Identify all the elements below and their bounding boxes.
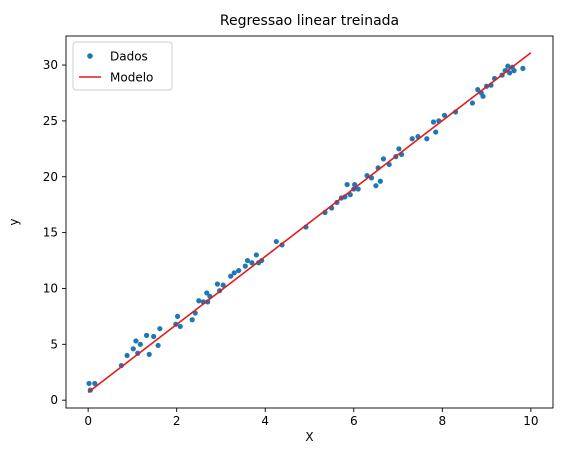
legend-item: Dados — [87, 50, 148, 64]
legend-marker — [87, 53, 93, 59]
x-tick-label: 2 — [173, 414, 181, 428]
y-tick-label: 25 — [43, 114, 58, 128]
data-point — [146, 351, 152, 357]
x-tick-label: 0 — [84, 414, 92, 428]
data-point — [344, 181, 350, 188]
chart-title: Regressao linear treinada — [220, 13, 399, 29]
data-point — [424, 136, 430, 142]
y-tick-label: 20 — [43, 170, 58, 184]
data-point — [177, 323, 183, 330]
data-point — [409, 136, 415, 142]
data-point — [505, 63, 511, 69]
data-point — [520, 65, 526, 71]
data-point — [249, 260, 255, 266]
axis-layer: 0 2 4 6 8 10 0 5 10 15 20 25 30 — [43, 35, 554, 428]
data-point — [511, 68, 517, 74]
data-point — [155, 342, 161, 349]
data-point — [236, 267, 242, 274]
data-point — [507, 70, 513, 76]
legend-label: Modelo — [110, 71, 153, 85]
data-point — [347, 192, 353, 198]
data-point — [151, 333, 157, 340]
legend-box — [72, 41, 173, 91]
data-point — [355, 186, 361, 192]
data-point — [214, 281, 221, 287]
data-point — [157, 326, 163, 332]
y-tick-label: 0 — [50, 393, 58, 407]
data-point — [143, 332, 150, 338]
x-tick-label: 8 — [438, 414, 446, 428]
data-point — [204, 290, 210, 296]
data-point — [377, 178, 383, 184]
x-tick-label: 6 — [350, 414, 358, 428]
data-point — [441, 112, 448, 118]
data-point — [433, 129, 439, 135]
data-point — [189, 317, 195, 323]
y-tick-label: 10 — [43, 281, 58, 295]
data-point — [130, 346, 136, 352]
data-point — [196, 298, 202, 304]
data-point — [242, 263, 248, 269]
y-tick-label: 15 — [43, 226, 58, 240]
x-axis-label: X — [305, 430, 313, 444]
data-point — [228, 273, 234, 279]
data-point — [86, 380, 92, 387]
data-point — [380, 156, 387, 162]
data-point — [396, 146, 402, 152]
data-point — [137, 341, 143, 347]
data-point — [273, 238, 279, 245]
data-point — [220, 282, 226, 288]
data-point — [373, 183, 379, 189]
data-point — [253, 252, 259, 258]
x-tick-label: 4 — [261, 414, 269, 428]
data-point — [92, 380, 98, 387]
data-layer — [86, 52, 532, 393]
data-point — [475, 87, 481, 93]
data-point — [430, 119, 437, 125]
data-point — [124, 352, 130, 359]
y-tick-label: 30 — [43, 58, 58, 72]
plot-frame — [65, 35, 554, 409]
data-point — [469, 100, 476, 106]
model-line — [87, 52, 532, 393]
data-point — [231, 270, 237, 276]
data-point — [133, 338, 139, 344]
legend-item: Modelo — [79, 71, 153, 85]
data-point — [480, 93, 486, 99]
x-tick-label: 10 — [523, 414, 538, 428]
data-point — [352, 181, 358, 188]
y-tick-label: 5 — [50, 337, 58, 351]
data-point — [244, 257, 251, 264]
data-point — [174, 313, 181, 319]
legend-label: Dados — [110, 50, 148, 64]
legend: Dados Modelo — [72, 41, 173, 91]
y-axis-label: y — [7, 218, 21, 225]
